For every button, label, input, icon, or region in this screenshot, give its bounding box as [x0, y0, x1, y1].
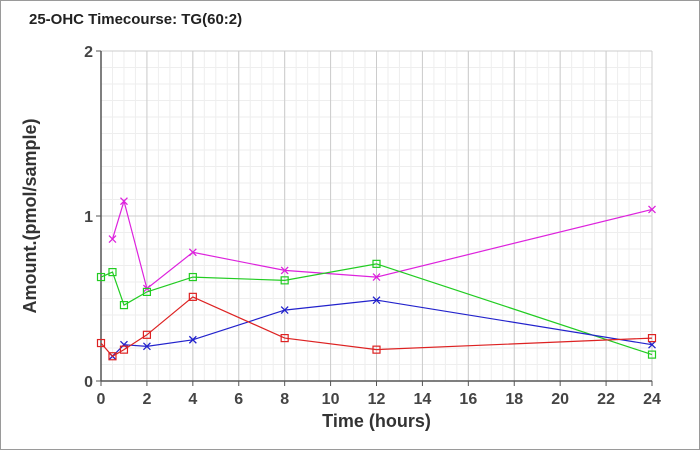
y-axis-title: Amount.(pmol/sample) [20, 118, 40, 313]
data-point [119, 301, 129, 310]
y-tick-label: 0 [84, 374, 93, 391]
x-tick-label: 22 [597, 391, 615, 408]
data-point [188, 248, 197, 257]
y-tick-label: 1 [84, 209, 93, 226]
x-tick-label: 0 [97, 391, 106, 408]
x-axis-title: Time (hours) [322, 411, 431, 431]
data-point [372, 273, 381, 282]
data-point [108, 268, 117, 277]
x-tick-label: 14 [414, 391, 432, 408]
x-tick-label: 8 [280, 391, 289, 408]
data-point [119, 345, 129, 354]
x-tick-label: 6 [234, 391, 243, 408]
data-point [372, 296, 381, 305]
data-point [648, 205, 656, 214]
data-point [280, 266, 289, 275]
data-point [188, 292, 197, 301]
data-point [648, 340, 656, 349]
data-point [108, 352, 117, 361]
data-point [96, 272, 106, 282]
x-tick-label: 4 [188, 391, 197, 408]
data-point [108, 235, 117, 244]
data-point [280, 276, 289, 285]
data-point [119, 197, 128, 206]
x-tick-label: 12 [368, 391, 386, 408]
x-tick-label: 16 [459, 391, 477, 408]
x-tick-label: 18 [505, 391, 523, 408]
x-tick-label: 10 [322, 391, 340, 408]
data-point [372, 345, 381, 354]
data-point [647, 334, 657, 343]
data-point [647, 350, 657, 359]
x-tick-label: 20 [551, 391, 569, 408]
series-line-4 [100, 296, 653, 358]
data-point [142, 342, 151, 351]
chart-title: 25-OHC Timecourse: TG(60:2) [29, 11, 243, 28]
series-line-2 [100, 263, 653, 356]
data-point [280, 334, 289, 343]
data-point [188, 335, 197, 344]
data-point [96, 338, 106, 348]
x-tick-label: 24 [643, 391, 661, 408]
data-point [142, 330, 152, 339]
y-tick-label: 2 [84, 44, 93, 61]
data-point [188, 272, 197, 282]
x-tick-label: 2 [142, 391, 151, 408]
data-point [372, 259, 381, 268]
data-point [119, 340, 128, 349]
data-point [142, 287, 152, 296]
data-point [280, 306, 289, 315]
